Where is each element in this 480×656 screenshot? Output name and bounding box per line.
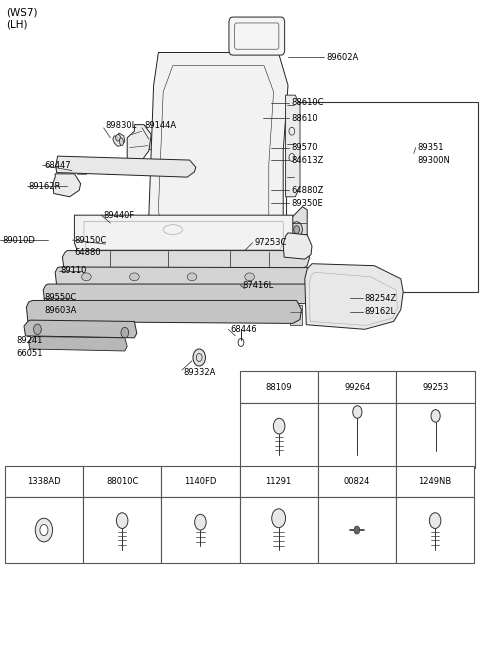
Text: 89162R: 89162R — [29, 182, 61, 191]
Polygon shape — [26, 300, 301, 323]
Circle shape — [193, 349, 205, 366]
Ellipse shape — [130, 273, 139, 281]
Bar — [106, 161, 115, 174]
Text: 89602A: 89602A — [326, 52, 359, 62]
Bar — [396, 466, 474, 497]
Circle shape — [274, 419, 285, 434]
Text: 89830L: 89830L — [106, 121, 137, 131]
Ellipse shape — [120, 138, 123, 146]
Bar — [240, 497, 318, 563]
Polygon shape — [74, 215, 293, 256]
Circle shape — [195, 514, 206, 530]
Text: 87416L: 87416L — [242, 281, 274, 290]
Bar — [290, 305, 302, 325]
Bar — [83, 466, 161, 497]
Polygon shape — [127, 125, 151, 167]
Bar — [161, 497, 240, 563]
Bar — [148, 139, 154, 149]
Text: 89350E: 89350E — [291, 199, 323, 208]
Bar — [240, 466, 318, 497]
Bar — [5, 466, 83, 497]
Polygon shape — [29, 337, 127, 351]
Text: 89110: 89110 — [60, 266, 87, 276]
Circle shape — [272, 509, 286, 527]
Text: 11291: 11291 — [265, 477, 292, 486]
Text: 89603A: 89603A — [45, 306, 77, 315]
Polygon shape — [283, 233, 312, 259]
Text: 68447: 68447 — [45, 161, 71, 170]
Ellipse shape — [245, 273, 254, 281]
Bar — [83, 497, 161, 563]
Circle shape — [34, 324, 41, 335]
Circle shape — [40, 525, 48, 535]
Bar — [240, 371, 318, 403]
Circle shape — [294, 226, 300, 234]
Bar — [134, 289, 149, 300]
Polygon shape — [24, 320, 137, 338]
Bar — [318, 497, 396, 563]
FancyBboxPatch shape — [229, 17, 285, 55]
Polygon shape — [53, 174, 81, 197]
Bar — [240, 403, 318, 468]
Text: 89332A: 89332A — [184, 368, 216, 377]
Text: 99264: 99264 — [344, 382, 371, 392]
Polygon shape — [283, 207, 307, 249]
Bar — [274, 289, 288, 300]
Text: 00824: 00824 — [344, 477, 370, 486]
Text: 1249NB: 1249NB — [419, 477, 452, 486]
Polygon shape — [55, 267, 318, 287]
Ellipse shape — [187, 273, 197, 281]
Circle shape — [116, 134, 120, 141]
Text: 64880: 64880 — [74, 248, 101, 257]
Bar — [318, 466, 396, 497]
Polygon shape — [113, 133, 125, 146]
Circle shape — [430, 513, 441, 529]
Polygon shape — [305, 264, 403, 329]
Polygon shape — [286, 95, 300, 197]
Text: 89150C: 89150C — [74, 236, 107, 245]
Bar — [396, 403, 475, 468]
Text: 97253C: 97253C — [254, 238, 287, 247]
Bar — [134, 161, 144, 174]
Bar — [77, 161, 86, 174]
Text: 89550C: 89550C — [45, 293, 77, 302]
Bar — [318, 371, 396, 403]
Text: 89300N: 89300N — [418, 155, 450, 165]
Bar — [77, 289, 91, 300]
Circle shape — [121, 327, 129, 338]
Bar — [286, 102, 478, 292]
Text: 88610C: 88610C — [291, 98, 324, 108]
Text: 99253: 99253 — [422, 382, 449, 392]
Polygon shape — [149, 52, 288, 249]
Text: 89570: 89570 — [291, 143, 318, 152]
Text: 89351: 89351 — [418, 143, 444, 152]
Text: 1140FD: 1140FD — [184, 477, 216, 486]
Circle shape — [353, 405, 362, 419]
Circle shape — [291, 222, 302, 237]
Bar — [161, 466, 240, 497]
Text: 88254Z: 88254Z — [365, 294, 397, 303]
Text: 89144A: 89144A — [144, 121, 176, 131]
Text: 1338AD: 1338AD — [27, 477, 61, 486]
Circle shape — [354, 526, 360, 534]
Text: 88109: 88109 — [266, 382, 292, 392]
Text: 88610: 88610 — [291, 113, 318, 123]
Text: 89241: 89241 — [17, 336, 43, 345]
Text: 68446: 68446 — [230, 325, 257, 334]
Bar — [206, 289, 221, 300]
Text: 88010C: 88010C — [106, 477, 138, 486]
Text: 66051: 66051 — [17, 349, 43, 358]
Text: (WS7)
(LH): (WS7) (LH) — [6, 8, 37, 30]
Polygon shape — [56, 156, 196, 177]
Text: 89010D: 89010D — [2, 236, 35, 245]
Text: 89162L: 89162L — [365, 307, 396, 316]
Circle shape — [431, 409, 440, 422]
Circle shape — [116, 513, 128, 529]
Circle shape — [36, 518, 53, 542]
Text: 64880Z: 64880Z — [291, 186, 324, 195]
Bar — [5, 497, 83, 563]
Text: 89440F: 89440F — [103, 211, 134, 220]
Polygon shape — [43, 284, 324, 304]
Polygon shape — [62, 251, 310, 269]
Bar — [318, 403, 396, 468]
